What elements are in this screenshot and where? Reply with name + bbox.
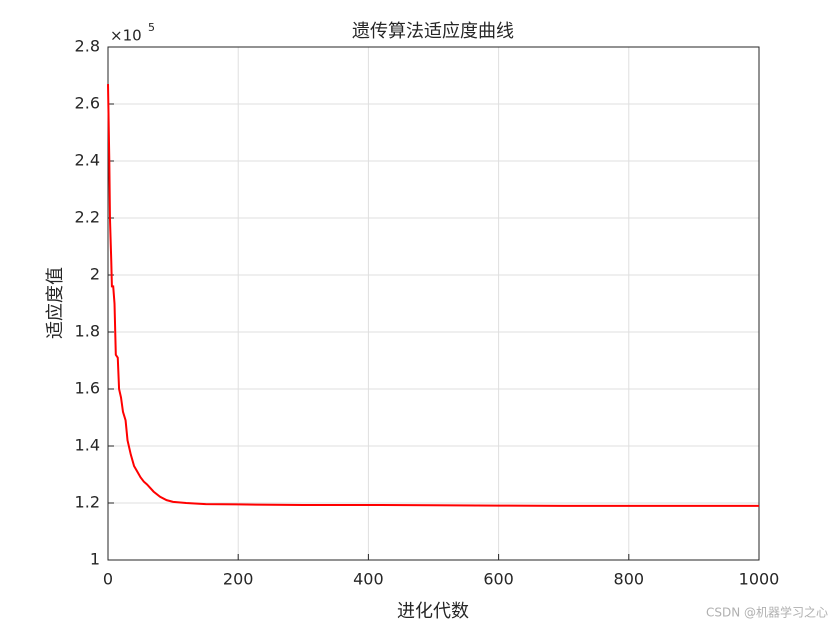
x-tick-label: 1000: [739, 570, 780, 589]
line: [107, 84, 759, 507]
y-tick-label: 2.6: [75, 94, 100, 113]
y-tick-label: 2.2: [75, 208, 100, 227]
y-tick-label: 1.2: [75, 493, 100, 512]
x-tick-label: 400: [353, 570, 384, 589]
watermark: CSDN @机器学习之心: [706, 605, 828, 620]
y-multiplier: ×10: [110, 27, 142, 45]
y-axis-label: 适应度值: [45, 267, 66, 339]
x-tick-label: 600: [483, 570, 514, 589]
plot-frame: [107, 46, 760, 561]
chart-title: 遗传算法适应度曲线: [352, 21, 514, 42]
y-tick-label: 1.8: [75, 322, 100, 341]
y-tick-label: 1.6: [75, 379, 100, 398]
y-tick-label: 2.4: [75, 151, 100, 170]
x-axis-label: 进化代数: [397, 601, 469, 622]
y-tick-label: 2.8: [75, 37, 100, 56]
x-tick-label: 800: [614, 570, 645, 589]
y-tick-label: 2: [90, 265, 100, 284]
y-tick-label: 1.4: [75, 436, 100, 455]
y-multiplier-exponent: 5: [148, 21, 155, 34]
x-tick-label: 200: [223, 570, 254, 589]
x-tick-label: 0: [103, 570, 113, 589]
y-tick-label: 1: [90, 550, 100, 569]
